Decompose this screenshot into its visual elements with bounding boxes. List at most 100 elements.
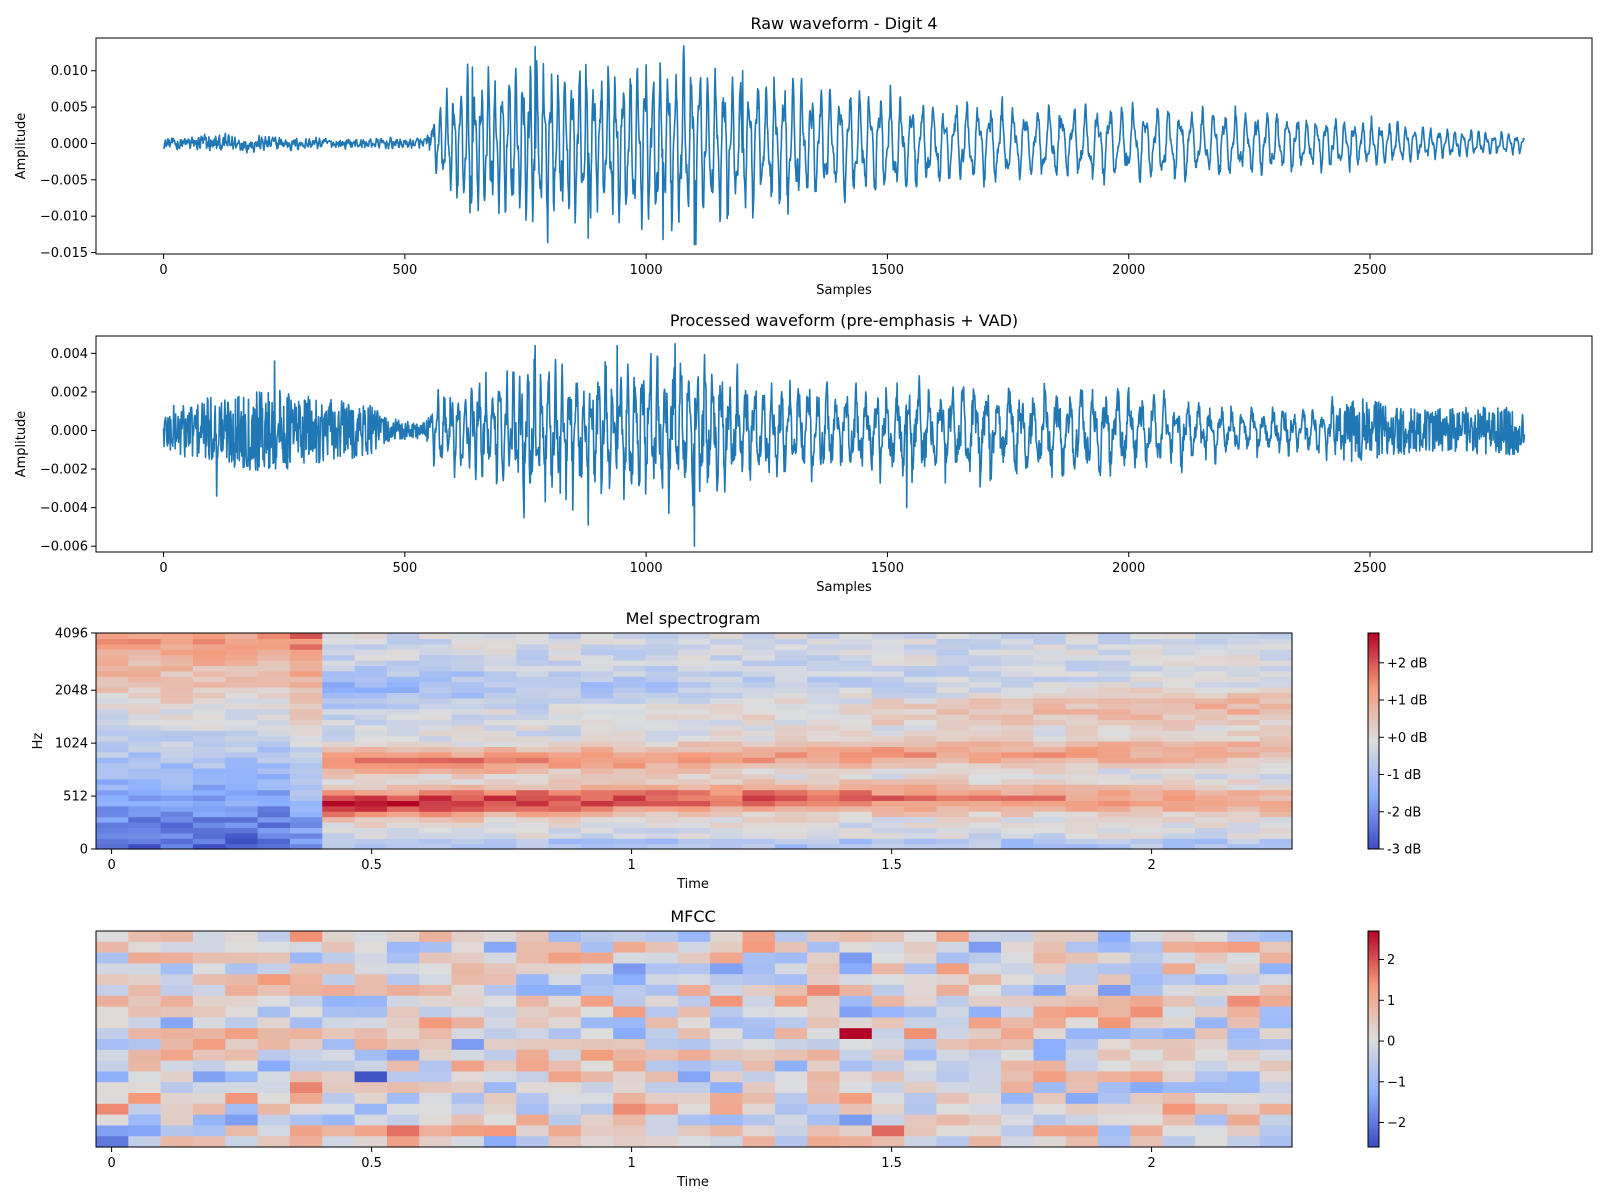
mel-cell [225,714,259,720]
mel-cell [128,795,162,801]
mel-cell [386,676,420,683]
mfcc-cell [936,974,970,986]
mfcc-x-tick-label: 1 [627,1156,635,1171]
mel-cell [451,633,485,639]
mel-cell [1098,816,1131,823]
mfcc-cell [871,1136,905,1148]
mfcc-cell [774,1093,808,1105]
mfcc-cell [1001,1006,1034,1018]
mfcc-cell [96,1006,129,1018]
mel-cell [322,735,356,742]
mfcc-cell [1033,985,1067,997]
mel-cell [677,697,711,704]
mfcc-cell [1001,1093,1034,1105]
mel-cell [1130,784,1164,791]
mfcc-cell [1065,1039,1099,1051]
mel-cell [225,789,259,796]
mel-cell [936,827,970,834]
mel-cell [1195,816,1228,823]
mfcc-cell [1033,1082,1067,1094]
mfcc-cell [192,1049,226,1062]
mel-cell [548,762,582,769]
mel-cell [904,643,938,650]
mfcc-cell [774,1114,808,1126]
mfcc-cell [1195,995,1228,1008]
mfcc-cell [386,1028,420,1040]
mfcc-cell [354,1017,388,1029]
mfcc-cell [871,1017,905,1029]
mel-cell [1227,746,1261,753]
mfcc-cell [322,1039,356,1051]
mel-cell [451,638,485,645]
mfcc-cell [451,1082,485,1094]
mel-cell [1227,778,1261,785]
mel-cell [516,741,550,747]
mel-cell [710,633,744,639]
mel-cell [354,649,388,656]
mel-cell [645,811,679,818]
mfcc-cell [807,985,841,997]
mel-cell [1033,654,1067,661]
mfcc-cell [807,1006,841,1018]
mel-cell [1195,638,1228,645]
mel-cell [1033,811,1067,818]
mfcc-cell [645,1028,679,1040]
mel-cell [483,692,517,699]
mel-cell [257,660,291,666]
mfcc-cell [483,1082,517,1094]
mel-cell [1065,768,1099,774]
mfcc-cell [289,1039,323,1051]
mfcc-cell [1098,1125,1131,1137]
mfcc-cell [160,941,194,954]
mfcc-cell [1227,952,1261,964]
mel-cell [128,832,162,839]
mfcc-cell [1098,1082,1131,1094]
mel-cell [516,730,550,737]
mel-cell [1195,778,1228,785]
mel-cell [1098,768,1131,774]
mel-cell [613,811,647,818]
mel-cell [774,816,808,823]
mel-cell [160,762,194,769]
mel-cell [548,811,582,818]
mel-cell [257,789,291,796]
mfcc-cell [192,1082,226,1094]
mel-cell [645,676,679,683]
mel-cell [160,643,194,650]
mfcc-cell [839,1114,873,1126]
mel-cell [1065,692,1099,699]
mel-cell [904,746,938,753]
mfcc-cell [710,1060,744,1072]
mel-cell [289,638,323,645]
mel-cell [192,838,226,845]
mel-cell [645,633,679,639]
mel-cell [1001,654,1034,661]
mel-cell [322,751,356,758]
mel-cell [257,643,291,650]
mel-cell [1065,816,1099,823]
mfcc-cell [1227,1125,1261,1137]
mfcc-cell [1098,1103,1131,1116]
mfcc-cell [548,1006,582,1018]
mfcc-axes-frame [95,930,1293,1148]
mel-cell [1098,638,1131,645]
mfcc-cell [1098,1049,1131,1062]
mel-cell [548,714,582,720]
mel-cell [483,724,517,731]
processed-waveform-x-tick-label: 500 [392,561,417,576]
mfcc-cell [613,1028,647,1040]
mfcc-cell [774,1103,808,1116]
mel-cell [1259,714,1293,720]
mel-cell [936,697,970,704]
mel-cell [839,638,873,645]
mel-cell [742,838,776,845]
mel-cell [710,746,744,753]
mel-cell [1162,703,1196,710]
mel-cell [257,746,291,753]
mel-cell [839,654,873,661]
mel-cell [257,730,291,737]
mel-cell [904,724,938,731]
mfcc-cell [677,1017,711,1029]
mfcc-cell [580,1114,614,1126]
mfcc-cell [613,1103,647,1116]
